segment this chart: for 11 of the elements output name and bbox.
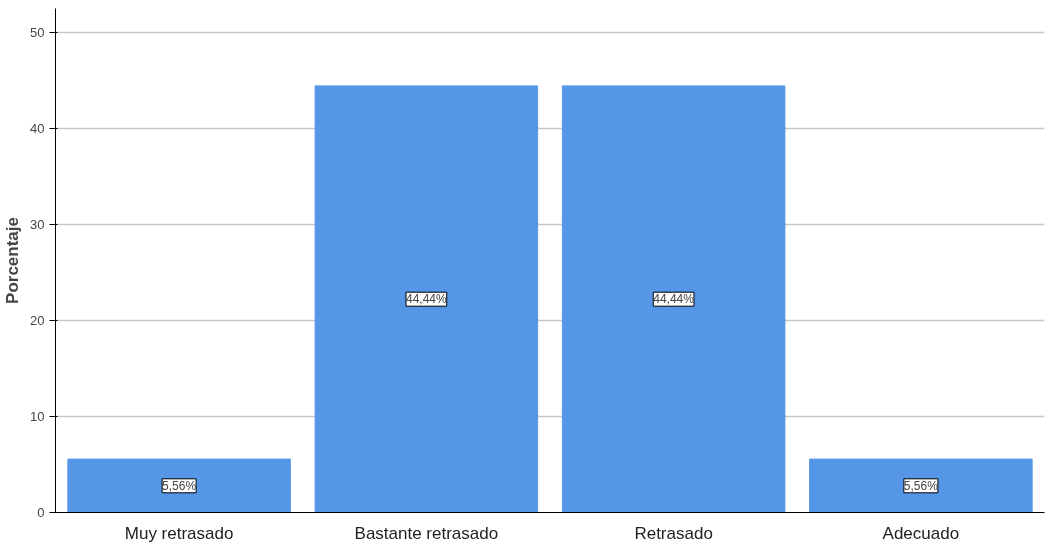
x-tick-label: Muy retrasado [124,523,234,543]
x-tick-label: Adecuado [882,523,960,543]
y-tick-label: 0 [37,505,45,520]
x-tick-label: Bastante retrasado [354,523,499,543]
y-tick-label: 40 [30,121,45,136]
y-tick-label: 30 [30,217,45,232]
y-tick-label: 50 [30,25,45,40]
y-tick-label: 10 [30,409,45,424]
y-axis-title: Porcentaje [3,217,23,304]
x-tick-label: Retrasado [634,523,713,543]
y-tick-label: 20 [30,313,45,328]
